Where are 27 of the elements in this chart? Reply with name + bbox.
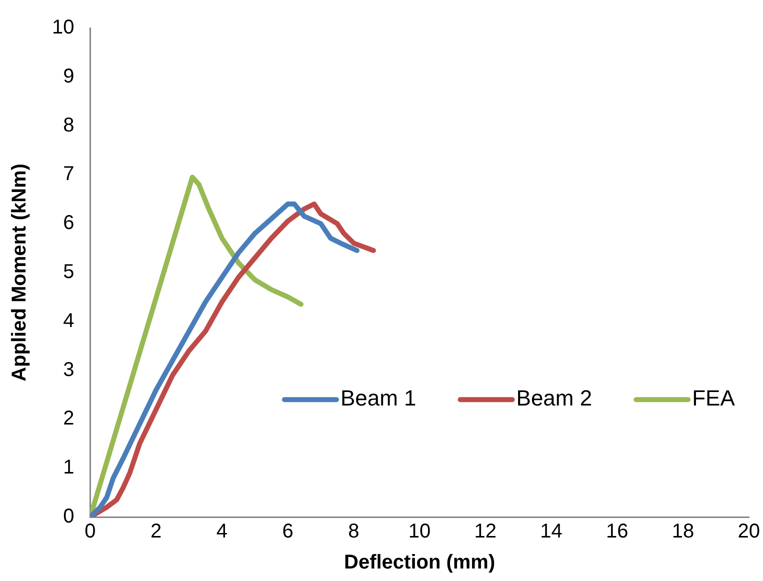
x-tick-label: 18 — [672, 520, 694, 543]
y-tick-label: 10 — [52, 16, 74, 39]
x-tick-label: 2 — [150, 520, 162, 543]
legend-label: Beam 1 — [340, 386, 416, 411]
y-tick-label: 6 — [63, 212, 74, 234]
x-axis-title: Deflection (mm) — [344, 552, 496, 574]
x-tick-label: 8 — [348, 520, 360, 543]
y-tick-label: 3 — [63, 358, 74, 381]
legend-label: FEA — [692, 386, 736, 411]
x-tick-label: 4 — [216, 520, 228, 543]
y-tick-label: 1 — [63, 456, 74, 479]
legend-label: Beam 2 — [516, 386, 592, 411]
x-tick-label: 0 — [84, 520, 96, 543]
y-tick-label: 0 — [63, 506, 74, 528]
x-tick-label: 16 — [606, 520, 628, 543]
y-tick-label: 7 — [63, 163, 74, 186]
x-tick-label: 10 — [408, 520, 431, 543]
y-tick-label: 9 — [63, 65, 74, 88]
y-tick-label: 8 — [63, 114, 74, 136]
y-tick-label: 2 — [63, 408, 74, 430]
y-tick-label: 4 — [63, 310, 74, 332]
y-tick-label: 5 — [63, 261, 74, 284]
x-tick-label: 20 — [738, 520, 760, 543]
x-tick-label: 12 — [474, 520, 497, 543]
x-tick-label: 6 — [282, 520, 294, 543]
x-tick-label: 14 — [540, 520, 562, 543]
y-axis-title: Applied Moment (kNm) — [8, 164, 31, 382]
